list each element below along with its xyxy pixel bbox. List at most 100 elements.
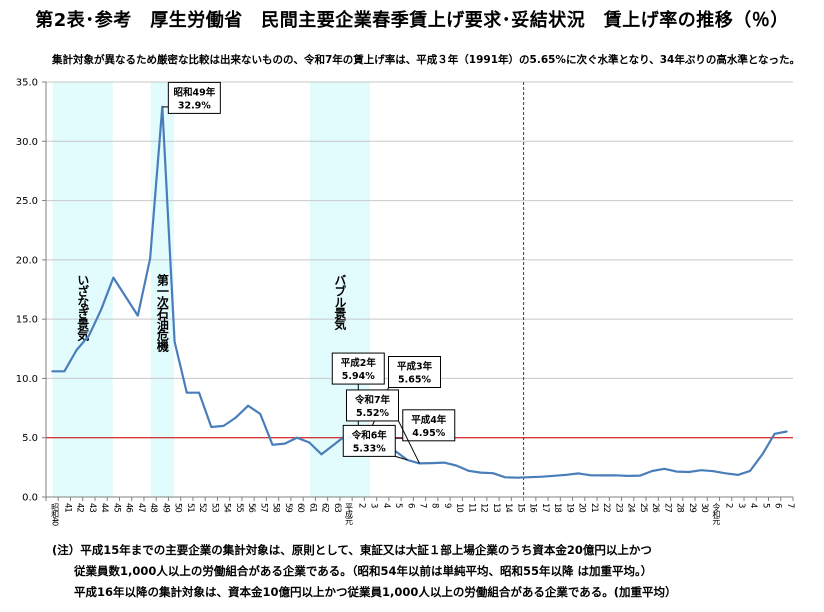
x-tick-label: 59 xyxy=(283,503,293,512)
x-tick-label: 61 xyxy=(307,503,317,512)
callout-value: 5.65% xyxy=(398,375,431,386)
x-tick-label: 4 xyxy=(748,503,758,508)
data-point xyxy=(724,472,727,475)
note-line-1: (注）平成15年までの主要企業の集計対象は、原則として、東証又は大証１部上場企業… xyxy=(52,543,652,557)
x-tick-label: 2 xyxy=(356,503,366,508)
data-point xyxy=(749,470,752,472)
x-tick-label: 48 xyxy=(148,503,158,512)
x-tick-label: 30 xyxy=(699,503,709,512)
x-tick-label: 57 xyxy=(258,503,268,512)
shaded-periods xyxy=(52,82,370,497)
x-tick-label: 8 xyxy=(430,503,440,508)
data-point xyxy=(63,370,66,373)
data-point xyxy=(210,426,213,428)
x-tick-label: 28 xyxy=(675,503,685,512)
x-tick-label: 15 xyxy=(515,503,525,512)
shaded-period-0 xyxy=(52,82,113,497)
data-point xyxy=(296,436,298,439)
x-tick-label: 4 xyxy=(381,503,391,508)
x-tick-label: 54 xyxy=(222,503,232,512)
data-point xyxy=(541,475,543,478)
x-tick-label: 20 xyxy=(577,503,587,512)
data-point xyxy=(467,469,470,472)
callout-title: 平成3年 xyxy=(397,361,433,373)
x-tick-label: 12 xyxy=(479,503,489,512)
callout-2: 平成3年 5.65% xyxy=(370,356,442,431)
y-tick-label: 25.0 xyxy=(16,196,38,207)
callout-box xyxy=(346,389,399,422)
data-point xyxy=(443,461,445,464)
data-point xyxy=(675,470,678,473)
callout-title: 令和6年 xyxy=(351,429,388,441)
data-point xyxy=(700,469,703,472)
x-tick-label: 46 xyxy=(124,503,134,512)
callout-leader xyxy=(398,420,420,464)
callout-box xyxy=(342,424,396,457)
callout-value: 5.52% xyxy=(356,408,389,419)
callout-value: 5.94% xyxy=(342,371,375,382)
data-point xyxy=(283,442,286,445)
y-tick-label: 35.0 xyxy=(16,78,38,89)
x-tick-label: 13 xyxy=(491,503,501,512)
x-tick-label: 7 xyxy=(418,503,428,508)
x-tick-label: 49 xyxy=(160,503,170,512)
x-tick-label: 16 xyxy=(528,503,538,512)
y-tick-label: 5.0 xyxy=(22,433,38,444)
x-tick-label: 6 xyxy=(405,503,415,508)
note-line-2: 従業員数1,000人以上の労働組合がある企業である。（昭和54年以前は単純平均、… xyxy=(74,564,653,578)
data-point xyxy=(504,476,507,479)
data-point xyxy=(614,474,617,477)
x-tick-label: 14 xyxy=(503,503,513,512)
x-tick-labels: 昭和40 41 42 43 44 45 46 47 48 49 50 51 52 53 54 55 56 57 58… xyxy=(51,502,795,526)
data-point xyxy=(773,432,776,435)
x-tick-label: 7 xyxy=(785,503,795,508)
data-point xyxy=(112,276,115,279)
x-tick-label: 44 xyxy=(99,503,109,512)
axes xyxy=(42,81,794,501)
callouts: 昭和49年 32.9% 平成2年 5.94% 平成3年 5.65% 平成4年 4.95% 令和6… xyxy=(162,81,456,464)
x-tick-label: 47 xyxy=(136,503,146,512)
y-tick-label: 30.0 xyxy=(16,137,38,148)
callout-box xyxy=(402,409,456,442)
data-point xyxy=(688,471,690,473)
data-point xyxy=(87,334,90,337)
data-point xyxy=(100,308,103,311)
data-point xyxy=(136,314,139,317)
x-tick-label: 3 xyxy=(369,503,379,508)
data-point xyxy=(173,340,176,343)
note-line-3: 平成16年以降の集計対象は、資本金10億円以上かつ従業員1,000人以上の労働組… xyxy=(74,585,677,599)
x-tick-label: 52 xyxy=(197,503,207,512)
x-tick-label: 5 xyxy=(393,503,403,508)
callout-value: 5.33% xyxy=(353,443,386,454)
data-point xyxy=(479,471,482,474)
x-tick-label: 平成元 xyxy=(345,503,354,526)
data-point xyxy=(528,476,531,479)
x-tick-label: 11 xyxy=(466,503,476,512)
callout-box xyxy=(331,352,385,385)
data-point xyxy=(565,473,568,476)
x-tick-label: 10 xyxy=(454,503,464,512)
data-point xyxy=(553,474,556,477)
x-tick-label: 58 xyxy=(271,503,281,512)
x-tick-label: 27 xyxy=(662,503,672,512)
x-tick-label: 60 xyxy=(295,503,305,512)
x-tick-label: 19 xyxy=(564,503,574,512)
x-tick-label: 24 xyxy=(626,503,636,512)
data-point xyxy=(663,467,666,470)
y-tick-labels: 0.0 5.0 10.0 15.0 20.0 25.0 30.0 35.0 xyxy=(16,78,38,504)
x-tick-label: 41 xyxy=(62,503,72,512)
data-point xyxy=(234,416,237,419)
x-tick-label: 3 xyxy=(736,503,746,508)
data-point xyxy=(75,349,78,351)
x-tick-label: 29 xyxy=(687,503,697,512)
data-point xyxy=(761,453,764,456)
data-point xyxy=(430,462,433,464)
data-point xyxy=(492,472,494,475)
data-point xyxy=(651,470,654,472)
data-point xyxy=(185,391,188,394)
callout-4: 令和6年 5.33% xyxy=(342,424,408,461)
x-tick-label: 17 xyxy=(540,503,550,512)
callout-value: 4.95% xyxy=(412,428,445,439)
x-tick-label: 2 xyxy=(724,503,734,508)
